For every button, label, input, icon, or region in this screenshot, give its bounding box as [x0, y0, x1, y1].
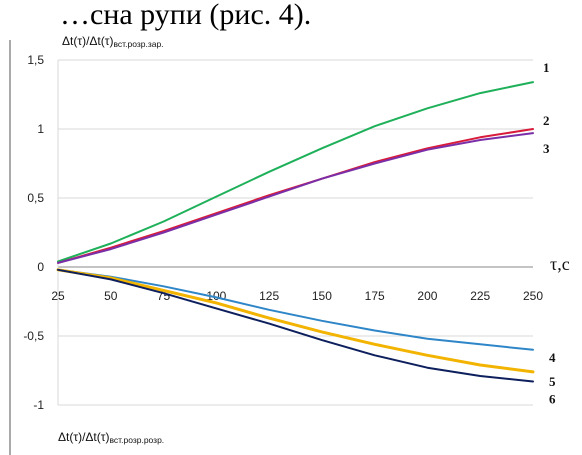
y-axis-label-top: Δt(τ)/Δt(τ)вст.розр.зар.	[62, 34, 164, 49]
series-line-6	[57, 268, 534, 383]
series-lines	[56, 81, 535, 383]
series-label-6: 6	[549, 392, 556, 407]
series-line-4	[57, 268, 534, 351]
y-axis-label-top-sub: вст.розр.зар.	[114, 39, 164, 49]
y-axis-label-bottom: Δt(τ)/Δt(τ)вст.розр.розр.	[58, 430, 164, 445]
series-label-5: 5	[549, 374, 556, 389]
x-tick-label-150: 150	[312, 289, 332, 303]
x-tick-label-125: 125	[259, 289, 279, 303]
series-line-1	[57, 81, 534, 263]
series-line-3	[57, 132, 534, 264]
x-tick-label-225: 225	[470, 289, 490, 303]
x-tick-label-200: 200	[417, 289, 437, 303]
series-label-4: 4	[549, 350, 556, 365]
series-number-labels: 1 2 3 4 5 6	[543, 60, 556, 406]
x-axis-label: τ,c	[550, 254, 570, 274]
x-tick-label-25: 25	[51, 289, 65, 303]
y-axis-label-bottom-sub: вст.розр.розр.	[110, 435, 165, 445]
y-tick-label-1: 1	[37, 122, 44, 136]
series-line-5	[56, 268, 535, 374]
y-axis-label-bottom-main: Δt(τ)/Δt(τ)	[58, 430, 110, 444]
x-tick-label-50: 50	[104, 289, 118, 303]
y-tick-label-2: 0,5	[27, 191, 44, 205]
series-label-2: 2	[543, 113, 550, 128]
series-label-1: 1	[543, 60, 550, 75]
y-tick-label-3: 0	[37, 260, 44, 274]
x-tick-label-250: 250	[523, 289, 543, 303]
y-tick-label-0: 1,5	[27, 53, 44, 67]
series-label-3: 3	[543, 141, 550, 156]
x-tick-label-175: 175	[365, 289, 385, 303]
gridlines	[57, 59, 533, 406]
y-tick-label-5: -1	[33, 398, 44, 412]
y-tick-labels: 1,5 1 0,5 0 -0,5 -1	[23, 53, 44, 412]
x-tick-labels: 25 50 75 100 125 150 175 200 225 250	[51, 289, 543, 303]
y-tick-label-4: -0,5	[23, 329, 44, 343]
y-axis-label-top-main: Δt(τ)/Δt(τ)	[62, 34, 114, 48]
cropped-header-text: …сна рупи (рис. 4).	[60, 0, 311, 31]
